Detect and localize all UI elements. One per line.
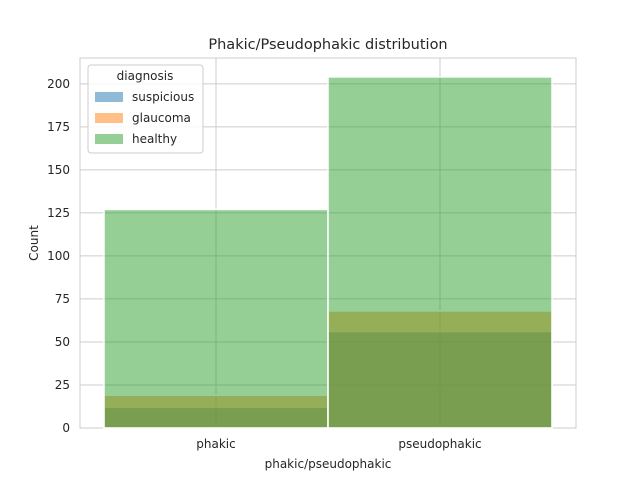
bar-healthy-phakic (103, 208, 329, 429)
chart-title: Phakic/Pseudophakic distribution (208, 37, 447, 53)
y-tick-label: 100 (47, 249, 70, 263)
legend-items: suspicious glaucoma healthy (95, 90, 194, 146)
legend-label-healthy: healthy (132, 132, 177, 146)
legend-title: diagnosis (117, 69, 174, 83)
y-tick-label: 50 (55, 335, 70, 349)
bar-healthy-pseudophakic (327, 76, 553, 429)
y-tick-label: 75 (55, 292, 70, 306)
x-tick-label: pseudophakic (398, 437, 481, 451)
legend-swatch-healthy (95, 134, 123, 144)
legend: diagnosis suspicious glaucoma healthy (87, 64, 204, 154)
legend-label-suspicious: suspicious (132, 90, 194, 104)
y-tick-label: 200 (47, 77, 70, 91)
legend-frame (87, 64, 204, 154)
y-tick-label: 0 (62, 421, 70, 435)
legend-swatch-glaucoma (95, 113, 123, 123)
legend-swatch-suspicious (95, 92, 123, 102)
legend-label-glaucoma: glaucoma (132, 111, 191, 125)
y-tick-label: 25 (55, 378, 70, 392)
tick-labels: 0 25 50 75 100 125 150 175 200 phakic pseudophakic (47, 77, 482, 451)
x-axis-label: phakic/pseudophakic (265, 457, 392, 471)
y-axis-label: Count (27, 225, 41, 261)
y-tick-label: 175 (47, 120, 70, 134)
y-tick-label: 125 (47, 206, 70, 220)
bars (103, 76, 553, 429)
y-tick-label: 150 (47, 163, 70, 177)
x-tick-label: phakic (196, 437, 235, 451)
